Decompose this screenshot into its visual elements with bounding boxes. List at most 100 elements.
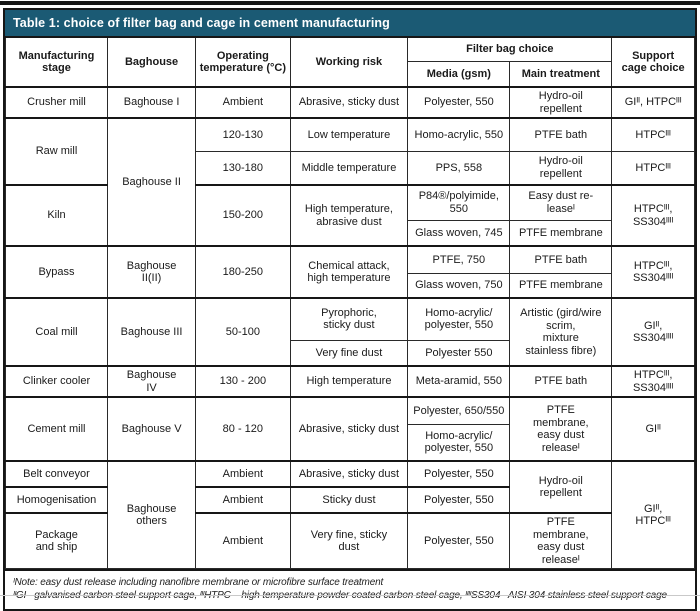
cell-risk: Low temperature [289, 117, 409, 152]
cell-temp: 80 - 120 [195, 396, 291, 462]
cell-treatment: PTFE bath [509, 245, 613, 274]
filter-bag-table: Manufacturing stage Baghouse Operating t… [5, 36, 695, 569]
cell-media: Homo-acrylic/ polyester, 550 [407, 423, 511, 462]
footnotes: ᴵNote: easy dust release including nanof… [5, 569, 695, 609]
cell-risk: Chemical attack, high temperature [289, 245, 409, 299]
cell-baghouse: Baghouse V [106, 396, 197, 462]
cell-treatment: PTFE membrane [509, 272, 613, 299]
cell-media: Polyester, 550 [407, 460, 511, 488]
col-header-media: Media (gsm) [407, 60, 511, 88]
cell-cage: GIᴵᴵ, HTPCᴵᴵᴵ [611, 86, 695, 119]
cell-cage: GIᴵᴵ [611, 396, 695, 462]
cell-treatment: Artistic (gird/wire scrim, mixture stain… [509, 297, 613, 367]
cell-baghouse: Baghouse I [106, 86, 197, 119]
cell-temp: 120-130 [195, 117, 291, 152]
cell-risk: Abrasive, sticky dust [289, 86, 409, 119]
cell-media: Polyester, 650/550 [407, 396, 511, 425]
cell-media: Polyester 550 [407, 339, 511, 367]
cell-stage: Coal mill [5, 297, 108, 367]
cell-stage: Bypass [5, 245, 108, 299]
cell-risk: Middle temperature [289, 150, 409, 186]
table-frame: Table 1: choice of filter bag and cage i… [3, 8, 697, 611]
cell-stage: Kiln [5, 184, 108, 247]
cell-treatment: PTFE membrane, easy dust releaseᴵ [509, 396, 613, 462]
cell-baghouse: Baghouse III [106, 297, 197, 367]
col-header-baghouse: Baghouse [106, 36, 197, 88]
table-row: Kiln 150-200 High temperature, abrasive … [5, 184, 695, 247]
cell-media: Polyester, 550 [407, 486, 511, 514]
cell-risk: Very fine, sticky dust [289, 512, 409, 569]
table-row: Raw mill Baghouse II 120-130 Low tempera… [5, 117, 695, 247]
cell-cage: HTPCᴵᴵᴵ, SS304ᴵᴵᴵᴵ [611, 365, 695, 398]
cell-temp: Ambient [195, 86, 291, 119]
table-row: Glass woven, 750 PTFE membrane [6, 272, 695, 299]
cell-risk: Sticky dust [289, 486, 409, 514]
cell-treatment: PTFE membrane [509, 219, 613, 247]
cell-cage: HTPCᴵᴵᴵ [611, 117, 695, 152]
cell-treatment: PTFE membrane, easy dust releaseᴵ [509, 512, 613, 569]
cell-risk: High temperature, abrasive dust [289, 184, 409, 247]
cell-stage: Crusher mill [5, 86, 108, 119]
cell-risk: Abrasive, sticky dust [289, 460, 409, 488]
table-row: Cement mill Baghouse V 80 - 120 Abrasive… [5, 396, 695, 462]
cell-temp: 130 - 200 [195, 365, 291, 398]
cell-risk: Pyrophoric, sticky dust [289, 297, 409, 341]
cell-media: Meta-aramid, 550 [407, 365, 511, 398]
cell-treatment: Easy dust re- leaseᴵ [509, 184, 613, 221]
cell-cage: GIᴵᴵ, HTPCᴵᴵᴵ [611, 460, 695, 569]
cell-baghouse: Baghouse others [106, 460, 197, 569]
cell-stage: Clinker cooler [5, 365, 108, 398]
cell-baghouse: Baghouse II(II) [106, 245, 197, 299]
col-header-main-treatment: Main treatment [509, 60, 613, 88]
col-header-manufacturing-stage: Manufacturing stage [5, 36, 108, 88]
top-rule [0, 1, 700, 5]
table-row: Bypass Baghouse II(II) 180-250 Chemical … [5, 245, 695, 299]
table-row: Package and ship Ambient Very fine, stic… [5, 512, 695, 569]
cell-media: PPS, 558 [407, 150, 511, 186]
cell-treatment: PTFE bath [509, 117, 613, 152]
cell-cage: HTPCᴵᴵᴵ, SS304ᴵᴵᴵᴵ [611, 184, 695, 247]
cell-media: Polyester, 550 [407, 512, 511, 569]
col-header-operating-temperature: Operating temperature (°C) [195, 36, 291, 88]
cell-risk: Abrasive, sticky dust [289, 396, 409, 462]
cell-temp: Ambient [195, 486, 291, 514]
cell-temp: 50-100 [195, 297, 291, 367]
cell-temp: 180-250 [195, 245, 291, 299]
cell-treatment: Hydro-oil repellent [509, 150, 613, 186]
cell-media: Homo-acrylic/ polyester, 550 [407, 297, 511, 341]
cell-media: Homo-acrylic, 550 [407, 117, 511, 152]
table-row: Belt conveyor Baghouse others Ambient Ab… [5, 460, 695, 569]
table-title: Table 1: choice of filter bag and cage i… [5, 10, 695, 36]
cell-baghouse: Baghouse II [106, 117, 197, 247]
cell-treatment: Hydro-oil repellent [509, 86, 613, 119]
cell-treatment: PTFE bath [509, 365, 613, 398]
table-row: Homogenisation Ambient Sticky dust Polye… [5, 486, 695, 514]
table-row: Coal mill Baghouse III 50-100 Pyrophoric… [5, 297, 695, 367]
cell-stage: Cement mill [5, 396, 108, 462]
cell-media: P84®/polyimide, 550 [407, 184, 511, 221]
cell-media: Glass woven, 750 [407, 272, 511, 299]
header-row-2: Media (gsm) Main treatment [6, 60, 695, 88]
cell-baghouse: Baghouse IV [106, 365, 197, 398]
cell-cage: HTPCᴵᴵᴵ, SS304ᴵᴵᴵᴵ [611, 245, 695, 299]
cell-media: Glass woven, 745 [407, 219, 511, 247]
cell-media: Polyester, 550 [407, 86, 511, 119]
col-header-filter-bag-choice: Filter bag choice [407, 36, 613, 62]
cell-cage: HTPCᴵᴵᴵ [611, 150, 695, 186]
cell-temp: Ambient [195, 460, 291, 488]
cell-treatment: Hydro-oil repellent [509, 460, 613, 514]
cell-temp: 130-180 [195, 150, 291, 186]
cell-temp: Ambient [195, 512, 291, 569]
cell-cage: GIᴵᴵ, SS304ᴵᴵᴵᴵ [611, 297, 695, 367]
bottom-hairline [0, 595, 700, 596]
col-header-working-risk: Working risk [289, 36, 409, 88]
cell-stage: Package and ship [5, 512, 108, 569]
footnote-note: ᴵNote: easy dust release including nanof… [13, 577, 384, 588]
table-row: Very fine dust Polyester 550 [6, 339, 695, 367]
cell-temp: 150-200 [195, 184, 291, 247]
col-header-support-cage-choice: Support cage choice [611, 36, 695, 88]
table-row: 130-180 Middle temperature PPS, 558 Hydr… [6, 150, 695, 186]
cell-media: PTFE, 750 [407, 245, 511, 274]
table-row: Clinker cooler Baghouse IV 130 - 200 Hig… [5, 365, 695, 398]
table-row: Homo-acrylic/ polyester, 550 [6, 423, 695, 462]
